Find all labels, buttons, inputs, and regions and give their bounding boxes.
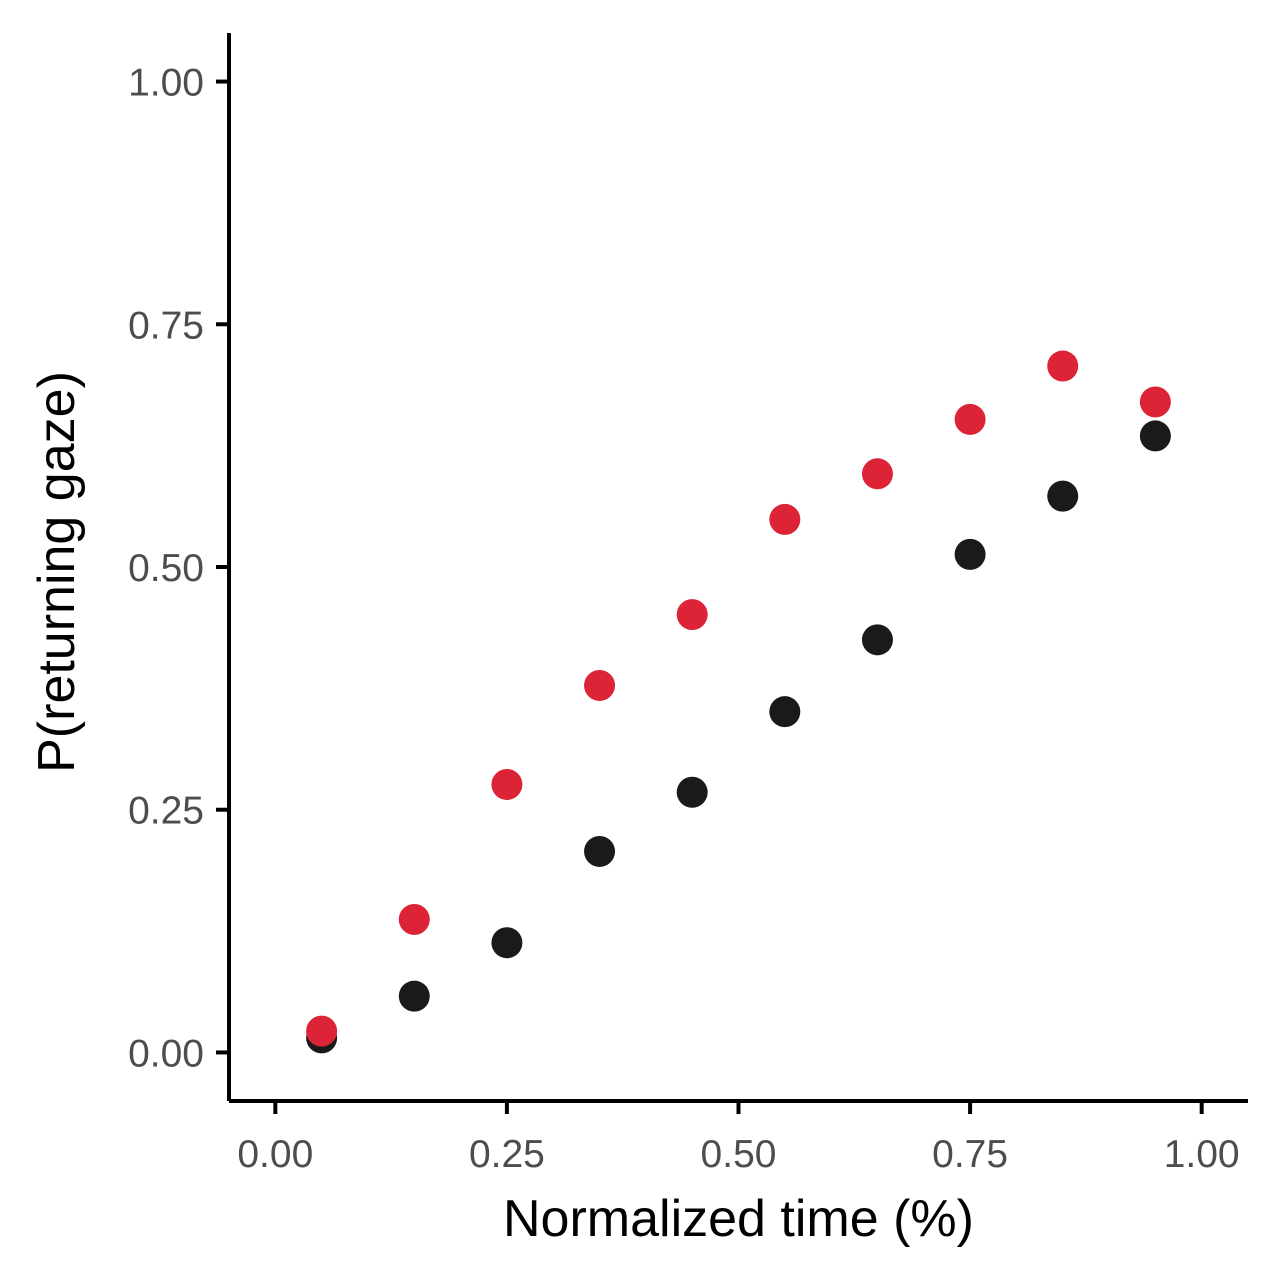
data-point-series-2	[769, 503, 801, 535]
x-tick-label: 1.00	[1164, 1133, 1240, 1176]
data-points	[306, 350, 1171, 1054]
x-tick-label: 0.25	[469, 1133, 545, 1176]
y-tick-label: 0.75	[128, 304, 204, 347]
y-tick-label: 0.50	[128, 547, 204, 590]
data-point-series-2	[398, 903, 430, 935]
data-point-series-1	[769, 696, 801, 728]
data-point-series-1	[676, 776, 708, 808]
x-tick-label: 0.00	[237, 1133, 313, 1176]
x-tick-label: 0.75	[932, 1133, 1008, 1176]
x-tick-label: 0.50	[701, 1133, 777, 1176]
data-point-series-2	[584, 669, 616, 701]
data-point-series-1	[491, 927, 523, 959]
y-axis: 0.00 0.25 0.50 0.75 1.00	[128, 33, 231, 1101]
data-point-series-2	[1047, 350, 1079, 382]
data-point-series-2	[491, 768, 523, 800]
data-point-series-2	[306, 1015, 338, 1047]
data-point-series-2	[861, 458, 893, 490]
data-point-series-2	[676, 599, 708, 631]
data-point-series-2	[954, 403, 986, 435]
y-tick-label: 0.00	[128, 1032, 204, 1075]
data-point-series-1	[954, 538, 986, 570]
x-axis: 0.00 0.25 0.50 0.75 1.00	[229, 1099, 1248, 1176]
x-axis-title: Normalized time (%)	[503, 1190, 974, 1248]
data-point-series-1	[861, 624, 893, 656]
y-axis-title: P(returning gaze)	[28, 371, 86, 773]
data-point-series-1	[1047, 480, 1079, 512]
data-point-series-1	[584, 835, 616, 867]
data-point-series-1	[398, 980, 430, 1012]
y-tick-label: 0.25	[128, 790, 204, 833]
y-tick-label: 1.00	[128, 62, 204, 105]
data-point-series-2	[1139, 386, 1171, 418]
data-point-series-1	[1139, 420, 1171, 452]
